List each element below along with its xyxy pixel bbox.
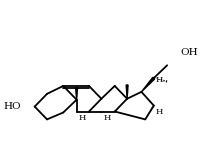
Polygon shape <box>76 88 78 100</box>
Polygon shape <box>126 85 128 99</box>
Text: H: H <box>156 76 163 84</box>
Text: H: H <box>79 115 86 123</box>
Polygon shape <box>141 77 155 92</box>
Text: OH: OH <box>180 48 198 57</box>
Text: H: H <box>156 108 163 116</box>
Text: H: H <box>103 115 111 123</box>
Text: HO: HO <box>4 102 21 111</box>
